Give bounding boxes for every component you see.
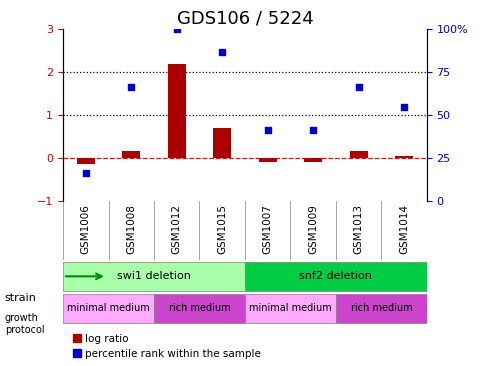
Text: minimal medium: minimal medium xyxy=(67,303,150,313)
FancyBboxPatch shape xyxy=(153,294,244,323)
FancyBboxPatch shape xyxy=(63,262,244,291)
Point xyxy=(399,104,407,110)
Text: GSM1015: GSM1015 xyxy=(217,204,227,254)
Text: GSM1009: GSM1009 xyxy=(307,204,318,254)
FancyBboxPatch shape xyxy=(335,294,426,323)
Bar xyxy=(122,150,140,158)
Point xyxy=(82,170,90,176)
Bar xyxy=(258,158,276,162)
Text: minimal medium: minimal medium xyxy=(248,303,331,313)
Bar xyxy=(212,128,231,158)
Point xyxy=(218,49,226,55)
Text: GSM1006: GSM1006 xyxy=(81,204,91,254)
Legend: log ratio, percentile rank within the sample: log ratio, percentile rank within the sa… xyxy=(68,329,264,363)
Bar xyxy=(349,150,367,158)
Text: strain: strain xyxy=(5,293,37,303)
Text: GSM1008: GSM1008 xyxy=(126,204,136,254)
Point xyxy=(127,84,135,90)
Text: GSM1013: GSM1013 xyxy=(353,204,363,254)
Text: snf2 deletion: snf2 deletion xyxy=(299,271,372,281)
Text: GSM1012: GSM1012 xyxy=(171,204,182,254)
Bar xyxy=(394,156,412,158)
Text: rich medium: rich medium xyxy=(350,303,411,313)
Point xyxy=(354,84,362,90)
FancyBboxPatch shape xyxy=(63,294,153,323)
FancyBboxPatch shape xyxy=(244,262,426,291)
Bar xyxy=(76,158,95,164)
Text: rich medium: rich medium xyxy=(168,303,230,313)
Text: GSM1007: GSM1007 xyxy=(262,204,272,254)
Bar xyxy=(167,64,185,158)
Point xyxy=(172,26,180,32)
Text: swi1 deletion: swi1 deletion xyxy=(117,271,191,281)
Bar xyxy=(303,158,321,162)
Text: GSM1014: GSM1014 xyxy=(398,204,408,254)
Point xyxy=(263,127,271,132)
FancyBboxPatch shape xyxy=(244,294,335,323)
Point xyxy=(309,127,317,132)
Text: growth
protocol: growth protocol xyxy=(5,313,45,335)
Title: GDS106 / 5224: GDS106 / 5224 xyxy=(176,10,313,28)
